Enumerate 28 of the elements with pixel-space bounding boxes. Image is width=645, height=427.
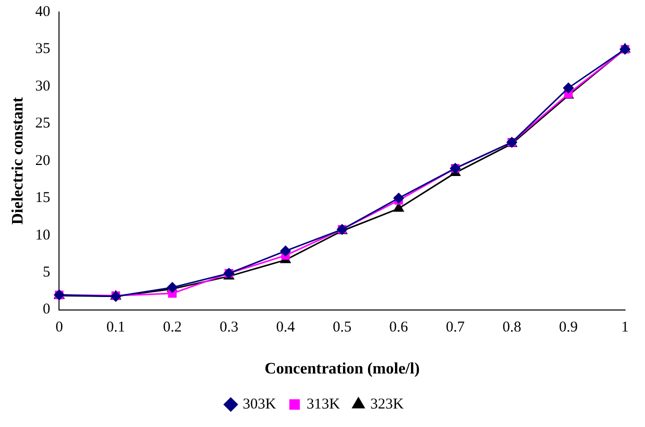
legend-label: 313K — [306, 396, 340, 412]
y-tick-label: 10 — [35, 227, 50, 244]
x-tick-label: 0.1 — [106, 320, 126, 336]
x-tick-label: 0.4 — [276, 320, 296, 336]
y-tick-label: 20 — [35, 152, 50, 169]
legend-label: 323K — [370, 396, 404, 412]
x-tick-label: 0.3 — [220, 320, 238, 336]
x-axis-title: Concentration (mole/l) — [264, 360, 420, 378]
x-tick-label: 0 — [55, 320, 63, 336]
x-tick-label: 0.7 — [446, 320, 466, 336]
y-tick-label: 0 — [42, 302, 50, 318]
y-tick-label: 25 — [35, 116, 50, 132]
y-axis-title: Dielectric constant — [10, 96, 27, 225]
y-tick-label: 40 — [35, 4, 50, 20]
legend-label: 303K — [242, 396, 276, 412]
x-tick-label: 0.9 — [559, 320, 578, 336]
y-tick-label: 15 — [35, 190, 50, 206]
y-tick-label: 5 — [42, 264, 50, 281]
point — [563, 82, 574, 94]
x-tick-label: 0.5 — [332, 320, 352, 336]
y-tick-label: 30 — [35, 78, 50, 94]
point — [393, 192, 404, 204]
x-tick-label: 1 — [621, 320, 629, 336]
x-tick-label: 0.2 — [162, 320, 182, 336]
x-tick-label: 0.8 — [502, 320, 522, 336]
x-tick-label: 0.6 — [389, 320, 409, 336]
point — [280, 246, 291, 256]
y-tick-label: 35 — [35, 41, 50, 58]
